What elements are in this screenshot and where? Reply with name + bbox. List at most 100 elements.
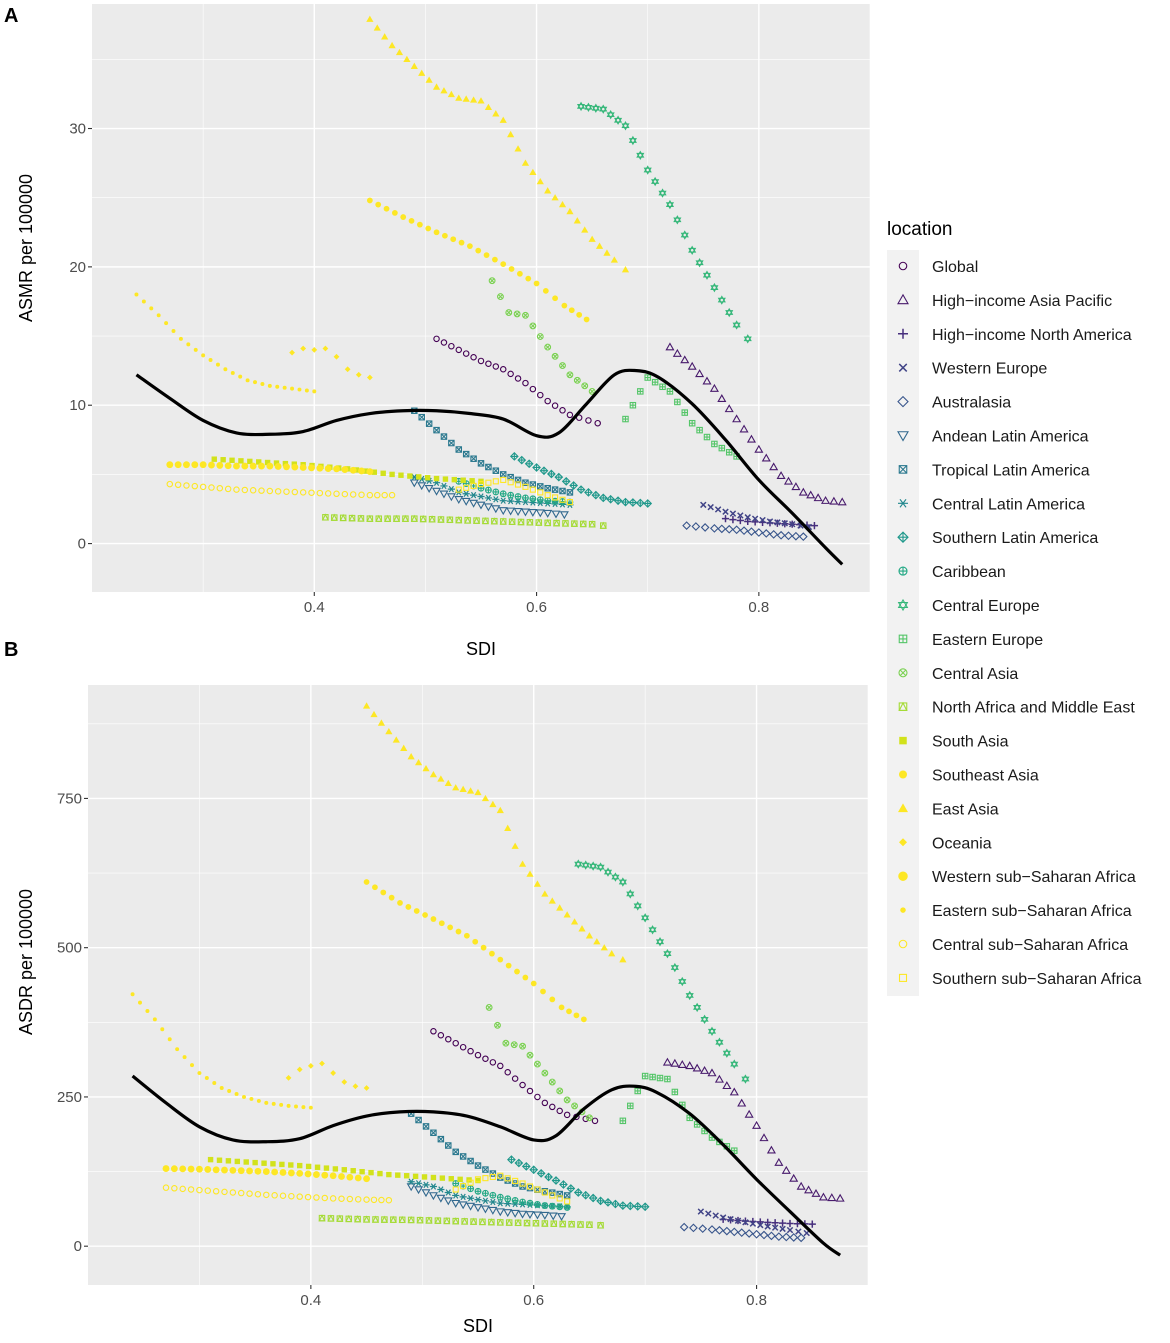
data-point: [561, 519, 570, 527]
data-point: [241, 486, 249, 494]
data-point: [570, 918, 579, 925]
data-point: [680, 355, 690, 364]
data-point: [440, 339, 448, 346]
data-point: [424, 484, 434, 493]
data-point: [571, 1102, 579, 1110]
data-point: [621, 121, 630, 131]
data-point: [722, 508, 729, 515]
legend-label: Tropical Latin America: [932, 462, 1090, 479]
data-point: [489, 1170, 497, 1177]
legend-label: North Africa and Middle East: [932, 700, 1135, 717]
data-point: [445, 1035, 452, 1043]
data-point: [618, 1201, 628, 1210]
data-point: [314, 1164, 321, 1170]
data-point: [789, 1233, 799, 1242]
data-point: [518, 860, 527, 867]
data-point: [521, 159, 530, 166]
data-point: [381, 491, 388, 499]
data-point: [764, 1223, 771, 1230]
data-point: [544, 518, 552, 527]
data-point: [477, 97, 485, 104]
data-point: [591, 1117, 599, 1125]
data-point: [462, 450, 470, 458]
data-point: [779, 1225, 786, 1233]
data-point: [266, 487, 274, 495]
data-point: [695, 258, 704, 268]
data-point: [254, 1167, 262, 1175]
data-point: [496, 806, 504, 814]
data-point: [558, 1004, 565, 1011]
y-tick-label: 500: [57, 940, 82, 957]
legend-key-circle-plus: [898, 566, 908, 576]
data-point: [409, 479, 419, 488]
data-point: [519, 1198, 527, 1206]
data-point: [608, 950, 616, 957]
data-point: [389, 471, 395, 478]
series-high-income-north-america: [719, 1215, 816, 1228]
panel-a-y-axis-title: ASMR per 100000: [16, 174, 36, 322]
data-point: [566, 371, 574, 379]
data-point: [407, 1215, 415, 1224]
data-point: [526, 1051, 534, 1059]
data-point: [737, 1098, 747, 1107]
data-point: [798, 532, 808, 542]
data-point: [563, 911, 571, 918]
legend-item-north-africa-and-middle-east: North Africa and Middle East: [898, 700, 1135, 717]
data-point: [467, 243, 473, 249]
data-point: [689, 1223, 698, 1233]
data-point: [511, 1075, 519, 1082]
data-point: [273, 460, 280, 466]
data-point: [476, 501, 486, 510]
data-point: [700, 523, 710, 532]
data-point: [574, 859, 583, 869]
legend-key-diamond-open: [897, 395, 909, 408]
data-point: [521, 1162, 531, 1171]
data-point: [559, 487, 566, 495]
data-point: [703, 433, 711, 441]
data-point: [348, 514, 356, 522]
data-point: [514, 375, 522, 382]
data-point: [529, 1165, 539, 1175]
data-point: [737, 512, 744, 519]
data-point: [678, 976, 687, 987]
data-point: [648, 925, 657, 935]
panel-b-background: [88, 685, 868, 1285]
data-point: [721, 515, 730, 523]
data-point: [578, 925, 586, 932]
data-point: [666, 388, 674, 395]
data-point: [243, 1159, 249, 1165]
legend-label: Central Latin America: [932, 496, 1085, 513]
data-point: [658, 188, 667, 198]
data-point: [333, 465, 340, 473]
data-point: [554, 472, 564, 482]
data-point: [463, 932, 470, 939]
data-point: [321, 513, 329, 521]
data-point: [332, 1166, 339, 1172]
legend-key-square-cross: [898, 465, 908, 474]
data-point: [270, 1161, 276, 1167]
data-point: [308, 1105, 313, 1110]
data-point: [665, 342, 675, 351]
data-point: [522, 974, 529, 981]
data-point: [778, 1219, 787, 1227]
data-point: [499, 517, 507, 525]
data-point: [414, 1186, 424, 1195]
data-point: [170, 1165, 178, 1173]
panel-a-x-ticks: 0.4 0.6 0.8: [304, 592, 769, 616]
data-point: [519, 1042, 527, 1050]
data-point: [211, 456, 217, 462]
data-point: [522, 483, 529, 490]
data-point: [603, 867, 613, 877]
data-point: [375, 201, 382, 208]
data-point: [271, 1192, 278, 1199]
data-point: [644, 374, 651, 381]
panel-a-marks: [134, 15, 847, 566]
data-point: [349, 491, 357, 498]
legend-label: Eastern Europe: [932, 632, 1043, 649]
x-tick-label: 0.8: [748, 599, 769, 616]
data-point: [529, 495, 537, 503]
data-point: [585, 932, 594, 939]
data-point: [447, 485, 455, 493]
series-high-income-asia-pacific: [665, 342, 847, 506]
data-point: [440, 87, 448, 94]
